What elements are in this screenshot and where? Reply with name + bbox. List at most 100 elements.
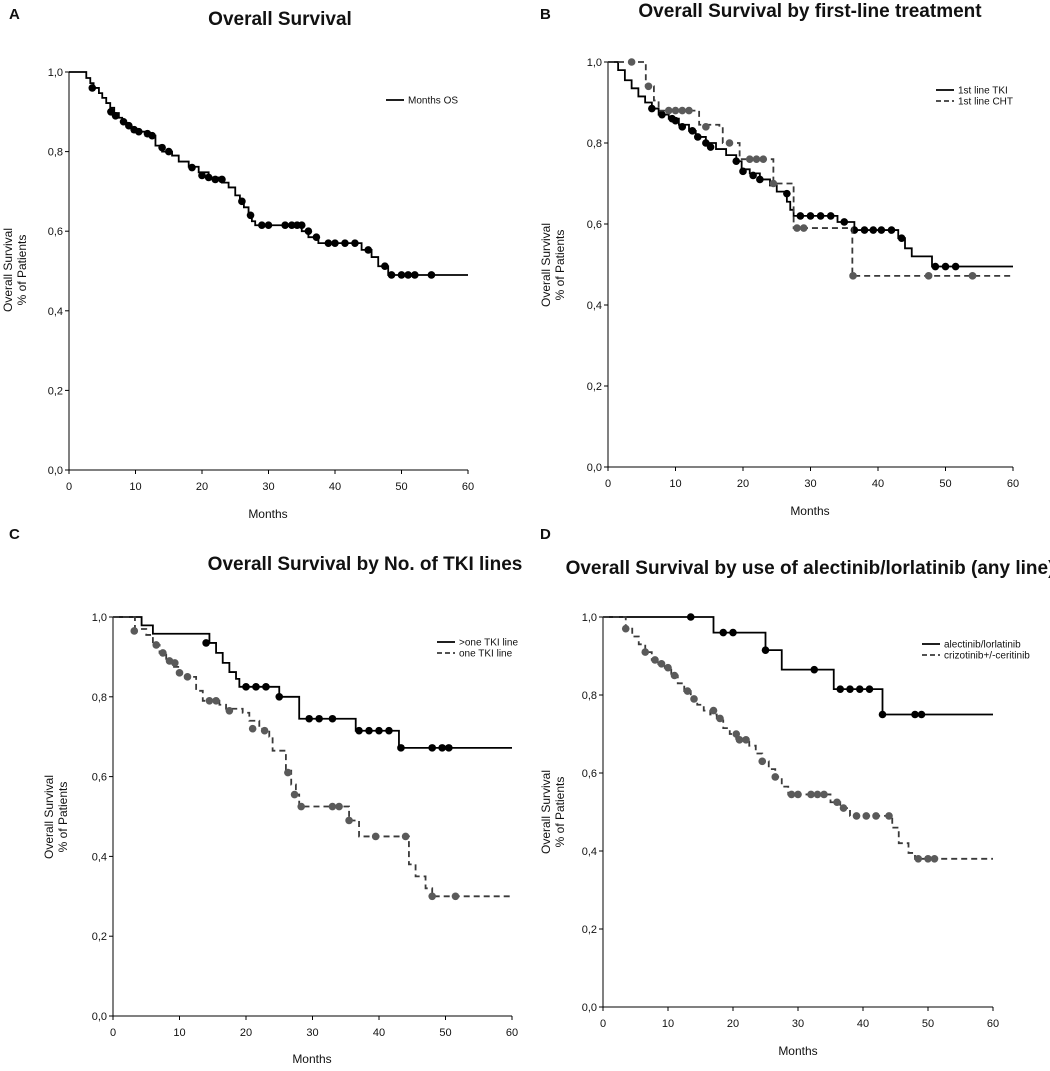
censor-mark [260,726,269,735]
censor-mark [621,624,630,633]
censor-mark [761,646,770,654]
censor-mark [341,239,349,247]
censor-mark [865,685,874,693]
censor-mark [183,673,192,681]
censor-mark [683,687,692,695]
censor-mark [275,693,284,701]
y-tick-label: 0,6 [582,768,597,780]
y-tick-label: 0,0 [92,1011,107,1023]
y-tick-label: 1,0 [582,612,597,624]
censor-mark [745,155,754,163]
panel-letter: D [540,526,551,543]
censor-mark [242,683,250,691]
x-tick-label: 20 [737,478,749,490]
censor-mark [732,730,741,738]
y-tick-label: 0,4 [92,851,107,863]
y-axis-label: Overall Survival [1,228,15,312]
x-tick-label: 20 [727,1018,739,1030]
censor-mark [833,798,841,807]
censor-mark [749,171,757,180]
censor-mark [297,802,305,811]
panel-letter: B [540,6,551,23]
y-axis-label: Overall Survival [42,775,56,859]
survival-curve [113,616,512,898]
y-axis-label: % of Patients [553,230,567,301]
survival-curve [113,616,512,749]
censor-mark [312,233,321,241]
chart-panel-c: C Overall Survival by No. of TKI lines 0 10… [9,526,522,1066]
y-tick-label: 0,8 [587,138,602,150]
x-tick-label: 50 [395,481,407,493]
x-tick-label: 50 [939,478,951,490]
censor-mark [438,744,446,752]
censor-mark [756,175,764,184]
censor-mark [787,790,796,799]
chart-title: Overall Survival [208,9,352,30]
y-tick-label: 0,0 [587,462,602,474]
censor-mark [758,757,767,766]
censor-mark [951,262,960,271]
legend-label: >one TKI line [459,638,518,649]
y-tick-label: 1,0 [48,67,63,79]
censor-mark [324,239,333,247]
censor-mark [401,832,410,841]
censor-mark [427,271,436,279]
censor-mark [719,628,728,637]
y-tick-label: 0,0 [582,1002,597,1014]
censor-mark [648,104,656,113]
censor-mark [651,656,659,664]
censor-mark [709,706,718,715]
x-tick-label: 50 [439,1027,451,1039]
y-axis-label: Overall Survival [539,770,553,854]
censor-mark [806,212,815,220]
censor-mark [968,272,977,280]
censor-mark [445,744,453,752]
censor-mark [794,790,802,799]
censor-mark [381,262,389,271]
x-axis-label: Months [790,504,829,518]
y-axis-label: % of Patients [56,782,70,853]
x-tick-label: 40 [329,481,341,493]
censor-mark [826,212,835,220]
censor-mark [246,211,255,220]
x-tick-label: 30 [792,1018,804,1030]
censor-mark [846,685,854,693]
censor-mark [304,227,313,235]
censor-mark [664,106,673,115]
censor-mark [218,175,226,184]
chart-title: Overall Survival by No. of TKI lines [208,554,523,575]
censor-mark [204,173,213,182]
censor-mark [205,696,214,705]
series-1st-line-tki [608,61,1013,271]
y-tick-label: 0,0 [48,465,63,477]
survival-curve [603,616,993,716]
x-tick-label: 0 [605,478,611,490]
y-tick-label: 0,8 [48,147,63,159]
censor-mark [281,221,289,230]
censor-mark [164,147,173,156]
panel-letter: C [9,526,20,543]
x-tick-label: 60 [987,1018,999,1030]
censor-mark [702,123,710,131]
legend-label: one TKI line [459,649,513,660]
series-months-os [69,71,468,279]
chart-panel-a: A Overall Survival 0 10 20 30 40 50 60 0,0 0,2 0,4 0… [1,6,474,521]
censor-mark [813,790,822,799]
legend-label: Months OS [408,96,458,107]
censor-mark [878,710,887,719]
series-1st-line-cht [608,58,1013,280]
x-tick-label: 40 [872,478,884,490]
censor-mark [664,663,672,672]
censor-mark [690,695,698,703]
legend-label: alectinib/lorlatinib [944,640,1021,651]
censor-mark [428,892,437,901]
series--one-tki-line [113,616,512,752]
censor-mark [290,790,299,799]
censor-mark [807,790,815,799]
censor-mark [148,131,156,140]
censor-mark [305,714,313,723]
censor-mark [924,272,933,280]
censor-mark [328,714,337,723]
censor-mark [175,669,184,677]
